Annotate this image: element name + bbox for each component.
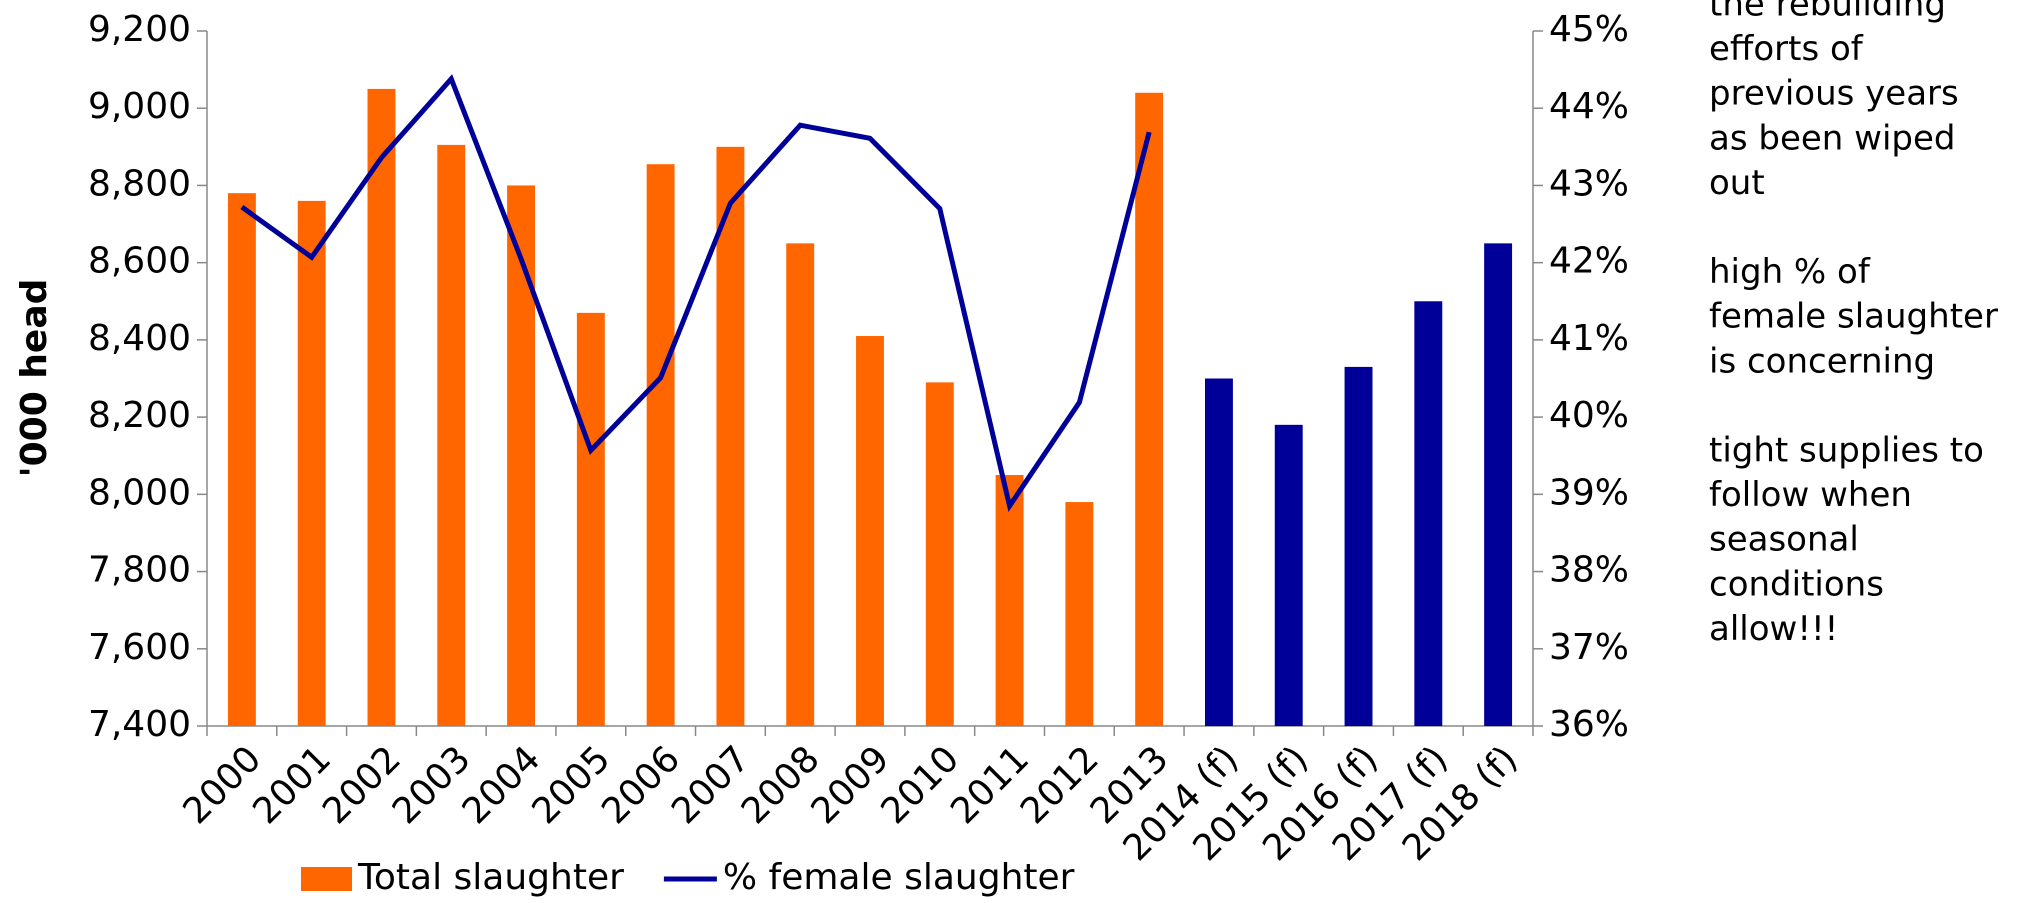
bar xyxy=(995,475,1024,726)
bar xyxy=(1414,301,1443,726)
x-tick-label: 2009 xyxy=(804,738,898,832)
y2-tick-label: 44% xyxy=(1549,86,1629,127)
y-tick-label: 9,200 xyxy=(88,9,191,50)
annotation-line: conditions xyxy=(1709,564,1884,604)
y-tick-label: 8,400 xyxy=(88,318,191,359)
x-tick-label: 2004 xyxy=(455,738,549,832)
bar xyxy=(227,193,256,726)
bar xyxy=(1274,424,1303,726)
annotation-line: efforts of xyxy=(1709,29,1864,69)
annotation-line: previous years xyxy=(1709,74,1959,114)
bar xyxy=(297,200,326,726)
annotation-line: seasonal xyxy=(1709,520,1859,560)
bar xyxy=(716,146,745,727)
x-tick-label: 2001 xyxy=(245,738,339,832)
x-tick-label: 2007 xyxy=(664,738,758,832)
y2-tick-label: 43% xyxy=(1549,163,1629,204)
bar xyxy=(507,185,536,726)
bar xyxy=(925,382,954,726)
bar xyxy=(437,144,466,726)
annotation-line: the rebuilding xyxy=(1709,0,1946,25)
annotation-line: high % of xyxy=(1709,252,1871,292)
legend-label: % female slaughter xyxy=(723,857,1075,898)
x-tick-label: 2006 xyxy=(594,738,688,832)
legend-swatch xyxy=(301,867,352,891)
y2-tick-label: 40% xyxy=(1549,395,1629,436)
x-tick-label: 2011 xyxy=(943,738,1037,832)
y2-tick-label: 36% xyxy=(1549,704,1629,745)
annotation-line: as been wiped xyxy=(1709,118,1955,158)
bar xyxy=(1204,378,1233,726)
y-axis-title: '000 head xyxy=(14,279,55,478)
annotation-line: allow!!! xyxy=(1709,609,1838,649)
x-tick-label: 2008 xyxy=(734,738,828,832)
y-tick-label: 8,200 xyxy=(88,395,191,436)
x-tick-label: 2000 xyxy=(176,738,270,832)
y-tick-label: 8,000 xyxy=(88,472,191,513)
y-tick-label: 7,800 xyxy=(88,550,191,591)
bar xyxy=(367,88,396,726)
y2-tick-label: 42% xyxy=(1549,241,1629,282)
annotation-line: out xyxy=(1709,163,1765,203)
y-tick-label: 9,000 xyxy=(88,86,191,127)
line xyxy=(240,74,1152,513)
x-tick-label: 2012 xyxy=(1013,738,1107,832)
bar xyxy=(1065,502,1094,726)
bar xyxy=(856,336,884,726)
y-tick-label: 8,600 xyxy=(88,241,191,282)
annotation-line: tight supplies to xyxy=(1709,431,1984,471)
y2-tick-label: 39% xyxy=(1549,472,1629,513)
y2-tick-label: 37% xyxy=(1549,627,1629,668)
bar xyxy=(1484,243,1513,726)
y-tick-label: 7,600 xyxy=(88,627,191,668)
bar xyxy=(1135,92,1164,727)
bar xyxy=(786,243,815,726)
x-tick-label: 2005 xyxy=(524,738,618,832)
bar xyxy=(646,164,675,727)
x-tick-label: 2010 xyxy=(873,738,967,832)
annotation-line: female slaughter xyxy=(1709,297,1998,337)
x-tick-label: 2002 xyxy=(315,738,409,832)
annotation-line: is concerning xyxy=(1709,341,1935,381)
y2-tick-label: 38% xyxy=(1549,550,1629,591)
bar xyxy=(576,312,605,726)
x-tick-label: 2003 xyxy=(385,738,479,832)
y-tick-label: 8,800 xyxy=(88,163,191,204)
y-tick-label: 7,400 xyxy=(88,704,191,745)
y2-tick-label: 45% xyxy=(1549,9,1629,50)
bar xyxy=(1344,366,1373,726)
annotation-line: follow when xyxy=(1709,475,1912,515)
y2-tick-label: 41% xyxy=(1549,318,1629,359)
legend-label: Total slaughter xyxy=(357,857,624,898)
